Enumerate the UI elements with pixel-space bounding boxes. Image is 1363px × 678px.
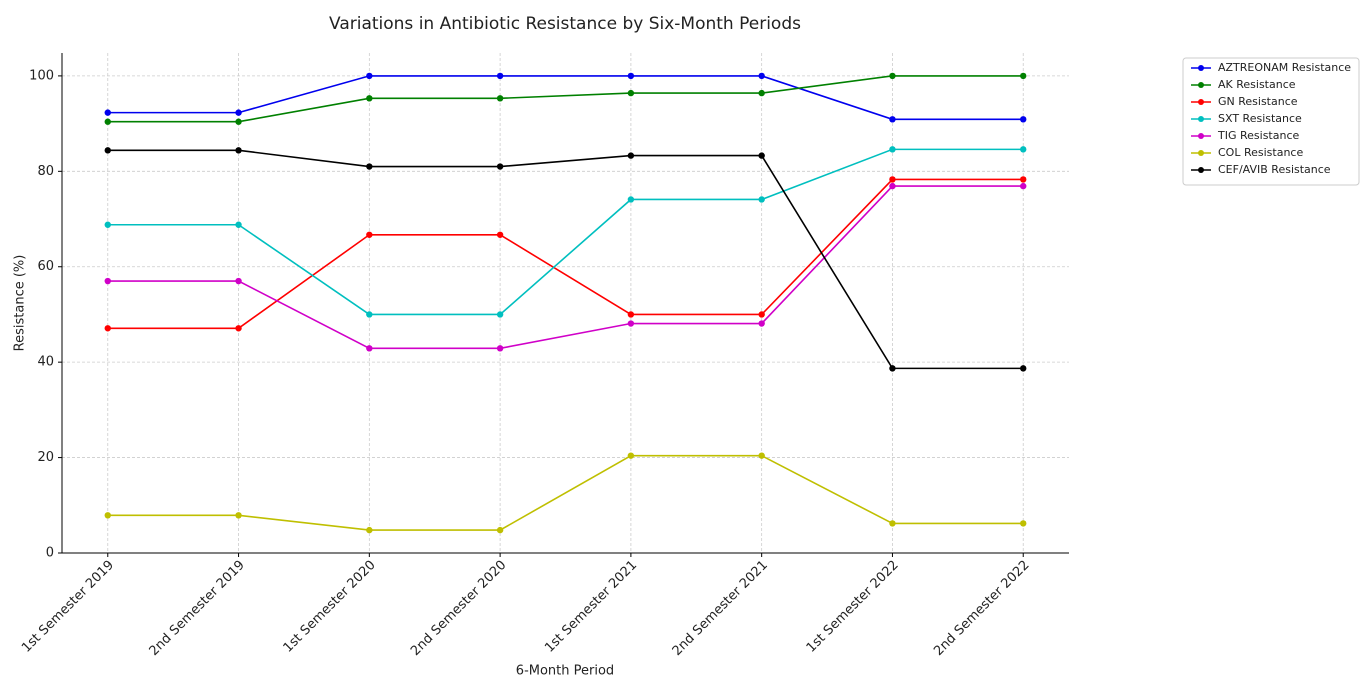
x-tick-label: 1st Semester 2022	[804, 558, 902, 656]
data-point	[627, 72, 635, 80]
data-point	[366, 311, 373, 318]
legend-box	[1182, 57, 1360, 186]
series-line	[107, 185, 1024, 350]
x-tick-label: 2nd Semester 2020	[408, 558, 509, 659]
series-line	[107, 178, 1024, 330]
data-point	[889, 146, 896, 153]
data-point	[366, 526, 373, 534]
data-point	[758, 152, 765, 159]
series-line	[107, 454, 1024, 531]
data-point	[366, 163, 373, 170]
data-point	[104, 221, 111, 228]
series-line	[107, 148, 1024, 316]
legend-marker	[1198, 82, 1204, 88]
y-tick-label: 20	[37, 450, 54, 465]
data-point	[627, 89, 635, 97]
data-point	[889, 72, 896, 80]
data-point	[627, 311, 635, 318]
data-point	[235, 109, 242, 116]
x-tick-label: 1st Semester 2021	[542, 558, 640, 656]
legend-marker	[1198, 65, 1204, 71]
legend-marker	[1198, 167, 1204, 173]
data-point	[235, 325, 242, 332]
legend-label: GN Resistance	[1218, 95, 1298, 108]
legend-marker	[1198, 150, 1204, 156]
data-point	[627, 452, 635, 459]
data-point	[758, 196, 765, 203]
data-point	[235, 221, 242, 228]
data-point	[496, 95, 504, 102]
data-point	[104, 277, 111, 285]
data-point	[758, 72, 765, 80]
data-point	[758, 452, 765, 459]
data-point	[104, 118, 111, 125]
data-point	[758, 320, 765, 327]
data-point	[104, 325, 111, 332]
x-tick-label: 1st Semester 2020	[281, 558, 379, 656]
data-point	[235, 147, 242, 154]
data-point	[104, 147, 111, 154]
data-point	[1020, 182, 1027, 190]
data-point	[366, 72, 373, 80]
data-point	[104, 512, 111, 519]
series-line	[107, 75, 1024, 121]
legend-label: TIG Resistance	[1217, 129, 1299, 142]
data-point	[496, 345, 504, 352]
legend-marker	[1198, 133, 1204, 139]
data-point	[627, 320, 635, 327]
data-point	[235, 277, 242, 285]
data-point	[1020, 176, 1027, 183]
data-point	[496, 526, 504, 534]
data-point	[496, 311, 504, 318]
data-point	[889, 176, 896, 183]
data-point	[627, 196, 635, 203]
y-tick-label: 0	[46, 546, 54, 561]
y-tick-label: 40	[37, 355, 54, 370]
legend-label: COL Resistance	[1218, 146, 1303, 159]
y-tick-label: 80	[37, 164, 54, 179]
data-point	[104, 109, 111, 116]
y-tick-label: 60	[37, 259, 54, 274]
data-point	[889, 365, 896, 372]
data-point	[1020, 72, 1027, 80]
data-point	[366, 345, 373, 352]
legend-label: SXT Resistance	[1218, 112, 1302, 125]
x-tick-label: 1st Semester 2019	[19, 558, 117, 656]
x-tick-label: 2nd Semester 2022	[931, 558, 1032, 659]
x-axis-label: 6-Month Period	[516, 664, 614, 678]
data-point	[627, 152, 635, 159]
x-tick-label: 2nd Semester 2019	[147, 558, 248, 659]
y-axis-label: Resistance (%)	[13, 255, 28, 352]
series-line	[107, 149, 1024, 370]
legend-label: AK Resistance	[1218, 78, 1296, 91]
data-point	[366, 95, 373, 102]
data-point	[889, 520, 896, 527]
data-point	[889, 182, 896, 190]
data-point	[889, 116, 896, 123]
data-point	[758, 311, 765, 318]
data-point	[366, 231, 373, 238]
x-tick-label: 2nd Semester 2021	[670, 558, 771, 659]
data-point	[1020, 146, 1027, 153]
data-point	[1020, 116, 1027, 123]
series-line	[107, 75, 1024, 123]
data-point	[235, 512, 242, 519]
data-point	[235, 118, 242, 125]
data-point	[1020, 520, 1027, 527]
legend-marker	[1198, 99, 1204, 105]
data-point	[1020, 365, 1027, 372]
data-point	[496, 231, 504, 238]
legend-label: CEF/AVIB Resistance	[1218, 163, 1331, 176]
data-point	[496, 72, 504, 80]
data-point	[758, 89, 765, 97]
chart-title: Variations in Antibiotic Resistance by S…	[329, 14, 801, 34]
data-point	[496, 163, 504, 170]
legend-marker	[1198, 116, 1204, 122]
y-tick-label: 100	[29, 68, 54, 83]
legend-label: AZTREONAM Resistance	[1218, 61, 1351, 74]
